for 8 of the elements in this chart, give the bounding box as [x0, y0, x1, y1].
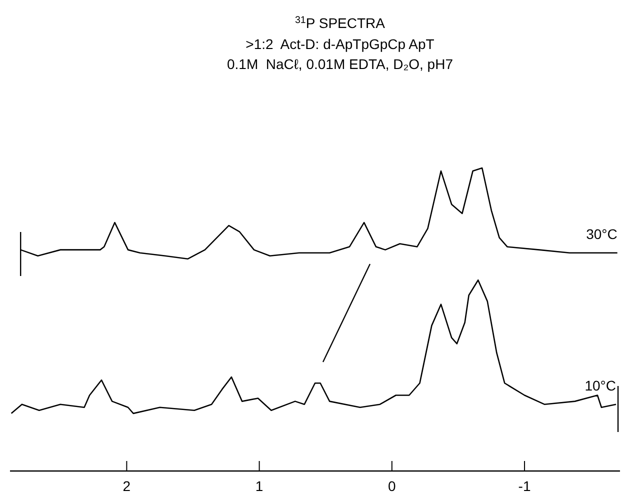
x-tick-label: -1	[518, 478, 531, 493]
x-tick-label: 2	[122, 478, 131, 493]
chart-subtitle: >1:2 Act-D: d-ApTpGpCp ApT 0.1M NaCℓ, 0.01M EDTA, D₂O, pH7	[227, 36, 454, 72]
x-tick-label: 1	[255, 478, 264, 493]
series-label: 30°C	[586, 226, 618, 242]
chart-title: $^{31}$P SPECTRA	[294, 14, 386, 31]
series-label: 10°C	[584, 377, 616, 394]
x-tick-label: 0	[388, 478, 396, 493]
